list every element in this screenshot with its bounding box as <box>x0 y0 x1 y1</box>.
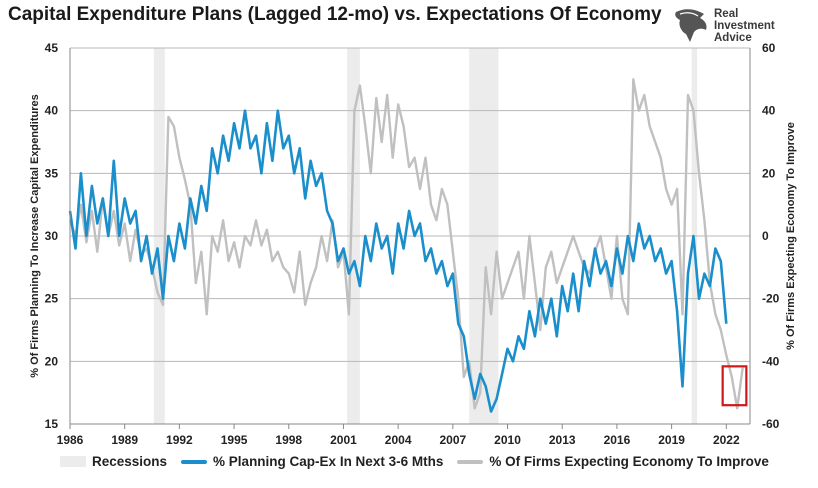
y-tick-label-15: 15 <box>45 417 59 431</box>
logo-text: Real Investment Advice <box>714 8 775 44</box>
expectation-series-group <box>68 78 744 410</box>
x-tick-label-2019: 2019 <box>658 433 685 447</box>
legend-item-capex: % Planning Cap-Ex In Next 3-6 Mths <box>181 454 443 469</box>
x-tick-label-2010: 2010 <box>494 433 521 447</box>
x-tick-label-2004: 2004 <box>385 433 412 447</box>
y-tick-label-45: 45 <box>45 41 59 55</box>
legend: Recessions % Planning Cap-Ex In Next 3-6… <box>60 454 783 469</box>
x-tick-label-1995: 1995 <box>221 433 248 447</box>
legend-label-capex: % Planning Cap-Ex In Next 3-6 Mths <box>213 454 444 469</box>
x-tick-label-2013: 2013 <box>549 433 576 447</box>
highlight-box-group <box>721 365 748 407</box>
y2-tick-label--20: -20 <box>762 292 780 306</box>
legend-item-recessions: Recessions <box>60 454 167 469</box>
legend-label-expect: % Of Firms Expecting Economy To Improve <box>489 454 769 469</box>
series-line-expectations <box>68 78 744 410</box>
gridlines-group <box>70 47 750 425</box>
y2-tick-label-40: 40 <box>762 104 776 118</box>
highlight-box <box>721 365 748 407</box>
legend-swatch-capex <box>181 459 208 464</box>
legend-item-expect: % Of Firms Expecting Economy To Improve <box>457 454 769 469</box>
legend-swatch-recessions <box>60 456 86 467</box>
y-axis-title: % Of Firms Planning To Increase Capital … <box>29 94 41 377</box>
y2-tick-label--40: -40 <box>762 354 780 368</box>
logo-eagle-icon <box>675 9 707 42</box>
x-tick-label-1992: 1992 <box>166 433 193 447</box>
y-tick-label-25: 25 <box>45 292 59 306</box>
y-tick-label-35: 35 <box>45 166 59 180</box>
axes-group: 15 20 25 30 35 40 45 -60 -40 -20 0 20 40 60 1986 1989 19… <box>29 41 797 447</box>
series-line-capex <box>68 109 728 413</box>
legend-label-recessions: Recessions <box>92 454 168 469</box>
x-tick-label-1998: 1998 <box>275 433 302 447</box>
y2-tick-label--60: -60 <box>762 417 780 431</box>
y2-tick-label-60: 60 <box>762 41 776 55</box>
y2-axis-title: % Of Firms Expecting Economy To Improve <box>785 122 797 350</box>
x-tick-label-2007: 2007 <box>439 433 466 447</box>
y-tick-label-30: 30 <box>45 229 59 243</box>
legend-swatch-expect <box>457 459 484 464</box>
x-tick-label-2022: 2022 <box>713 433 740 447</box>
y-tick-label-20: 20 <box>45 354 59 368</box>
x-tick-label-1989: 1989 <box>111 433 138 447</box>
y-tick-label-40: 40 <box>45 104 59 118</box>
capex-series-group <box>68 109 728 413</box>
x-tick-label-2001: 2001 <box>330 433 357 447</box>
y2-tick-label-0: 0 <box>762 229 769 243</box>
x-tick-label-2016: 2016 <box>604 433 631 447</box>
y2-tick-label-20: 20 <box>762 166 776 180</box>
x-tick-label-1986: 1986 <box>57 433 84 447</box>
chart-title: Capital Expenditure Plans (Lagged 12-mo)… <box>8 4 662 25</box>
